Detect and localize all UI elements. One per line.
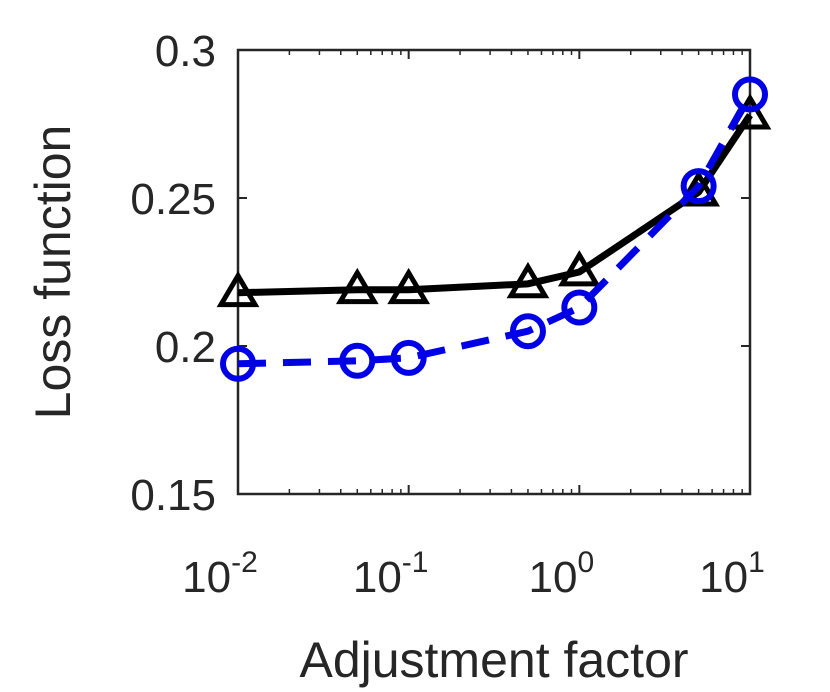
major-ticks: [237, 49, 751, 495]
data-point-circle: [390, 339, 427, 376]
data-point-triangle: [506, 261, 550, 299]
x-tick-label: 101: [699, 546, 765, 602]
series-line: [237, 92, 754, 368]
x-tick-label: 10-2: [182, 546, 258, 602]
x-tick-exponent: 1: [748, 546, 765, 579]
series-line: [237, 113, 753, 297]
y-tick-labels: 0.15 0.2 0.25 0.3: [130, 27, 216, 520]
data-point-circle: [220, 345, 256, 382]
axes-box: [236, 48, 752, 496]
data-point-circle: [561, 289, 598, 326]
y-tick-label: 0.25: [130, 175, 216, 224]
y-tick-label: 0.3: [155, 27, 216, 76]
data-point-triangle: [335, 267, 379, 305]
x-tick-base: 10: [529, 553, 578, 602]
data-point-triangle: [216, 270, 260, 308]
x-tick-exponent: -2: [231, 546, 258, 579]
x-tick-label: 10-1: [353, 546, 429, 602]
data-point-circle: [732, 76, 768, 113]
x-tick-labels: 10-2 10-1 100 101: [182, 546, 765, 602]
series-layer: [216, 76, 772, 382]
y-tick-label: 0.15: [130, 471, 216, 520]
y-tick-label: 0.2: [155, 323, 216, 372]
data-point-triangle: [557, 250, 601, 287]
series-circle-1: [220, 76, 768, 382]
x-tick-exponent: 0: [577, 546, 594, 579]
data-point-circle: [339, 342, 376, 379]
x-tick-base: 10: [182, 553, 231, 602]
x-axis-label: Adjustment factor: [299, 632, 688, 688]
data-point-circle: [680, 168, 717, 205]
data-point-circle: [509, 313, 546, 350]
data-point-triangle: [387, 267, 431, 305]
plot-area: [216, 48, 772, 496]
y-axis-label: Loss function: [25, 125, 81, 420]
x-tick-exponent: -1: [402, 546, 429, 579]
x-tick-label: 100: [529, 546, 595, 602]
x-tick-base: 10: [353, 553, 402, 602]
x-tick-base: 10: [699, 553, 748, 602]
x-minor-ticks: [288, 50, 743, 494]
